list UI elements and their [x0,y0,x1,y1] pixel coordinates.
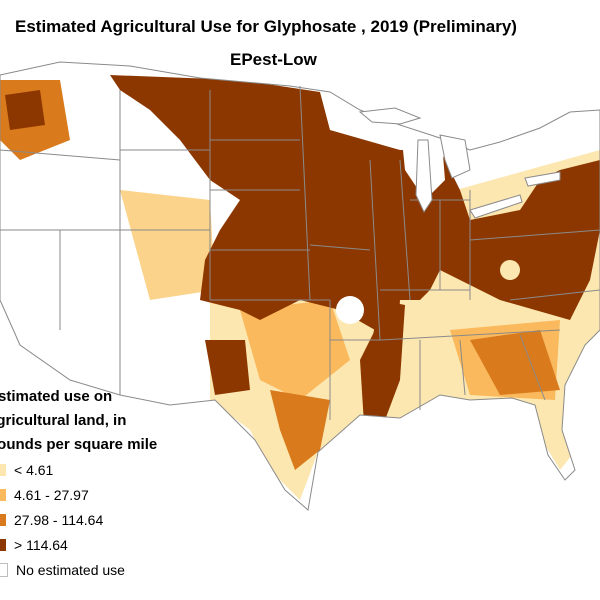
legend-item-high: > 114.64 [0,532,168,557]
very-high-use-region-cornbelt [110,75,600,440]
lake-michigan [415,139,433,214]
medium-use-region-west [120,190,215,300]
legend-item-lowest: < 4.61 [0,457,168,482]
legend: Estimated use on agricultural land, in p… [0,385,168,582]
legend-item-medium: 27.98 - 114.64 [0,507,168,532]
great-lakes [358,107,561,219]
medium-use-region-south [240,300,350,400]
very-high-use-region-plains [205,340,250,395]
lake-huron [439,134,471,179]
legend-item-no-use: No estimated use [0,557,168,582]
legend-item-low: 4.61 - 27.97 [0,482,168,507]
legend-title: Estimated use on agricultural land, in p… [0,385,168,457]
map-title: Estimated Agricultural Use for Glyphosat… [15,17,517,36]
legend-label-high: > 114.64 [14,536,68,553]
legend-title-line-3: pounds per square mile [0,436,158,453]
legend-label-lowest: < 4.61 [14,461,54,478]
lake-ontario [524,171,561,187]
legend-title-line-1: Estimated use on [0,388,113,405]
legend-title-line-2: agricultural land, in [0,412,127,429]
no-use-gap-appalachia [500,260,520,280]
legend-swatch-high [0,538,6,551]
map-subtitle: EPest-Low [230,50,317,69]
very-high-use-region-delta [365,300,405,435]
legend-swatch-medium [0,513,6,526]
use-intensity-layer [0,75,600,500]
high-use-region-texas [270,390,330,470]
lake-superior [358,107,422,125]
very-high-use-region-nw [5,90,45,130]
legend-label-no-use: No estimated use [16,561,125,578]
lake-erie [469,194,523,219]
legend-swatch-lowest [0,463,6,476]
legend-swatch-no-use [0,562,8,577]
legend-label-low: 4.61 - 27.97 [14,486,89,503]
legend-swatch-low [0,488,6,501]
high-use-region-southeast [470,330,560,395]
no-use-gap-ozarks [336,296,364,324]
legend-label-medium: 27.98 - 114.64 [14,511,104,528]
